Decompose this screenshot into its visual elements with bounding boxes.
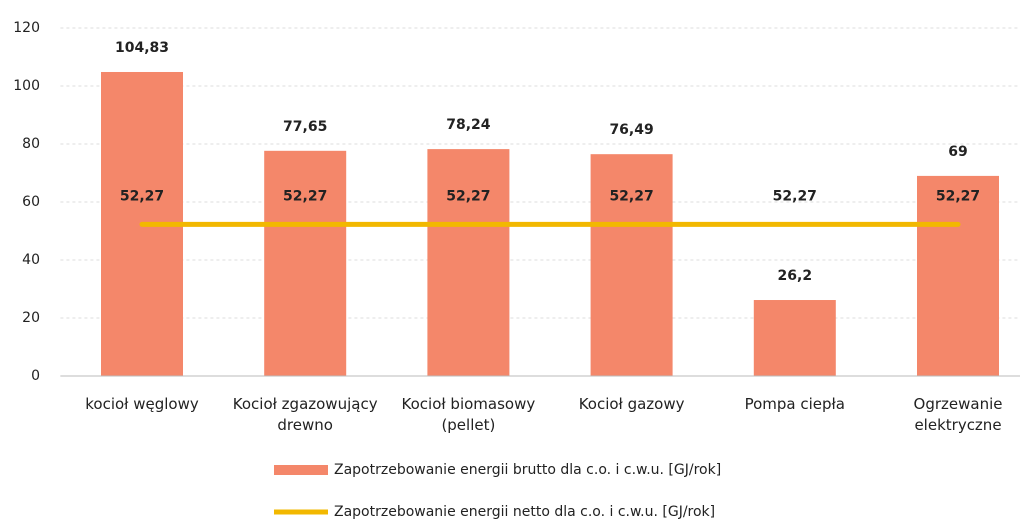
bar — [427, 149, 510, 376]
bar — [917, 175, 999, 376]
data-label: 52,27 — [936, 188, 980, 204]
data-label: 52,27 — [446, 188, 490, 204]
data-label: 26,2 — [778, 268, 813, 284]
y-tick-label: 100 — [13, 78, 40, 94]
data-label: 52,27 — [283, 188, 327, 204]
y-tick-label: 20 — [22, 310, 40, 326]
data-label: 69 — [948, 144, 967, 160]
bar — [753, 300, 836, 376]
data-label: 78,24 — [446, 117, 491, 133]
data-label: 52,27 — [609, 188, 653, 204]
legend-label: Zapotrzebowanie energii brutto dla c.o. … — [334, 462, 721, 478]
data-label: 52,27 — [120, 188, 164, 204]
x-tick-label: Kocioł biomasowy (pellet) — [401, 395, 536, 434]
x-tick-label: Kocioł zgazowujący drewno — [232, 395, 378, 434]
bar — [264, 150, 347, 376]
x-tick-label: Kocioł gazowy — [578, 395, 685, 413]
x-tick-label: Pompa ciepła — [744, 395, 845, 413]
legend-swatch — [274, 465, 328, 475]
y-tick-label: 60 — [22, 194, 40, 210]
data-label: 77,65 — [283, 119, 327, 135]
y-tick-label: 0 — [31, 368, 40, 384]
legend-label: Zapotrzebowanie energii netto dla c.o. i… — [334, 504, 715, 519]
x-tick-label: Ogrzewanie elektryczne — [913, 395, 1003, 434]
data-label: 76,49 — [609, 122, 653, 138]
y-tick-label: 40 — [22, 252, 40, 268]
y-tick-label: 120 — [13, 20, 40, 36]
data-label: 52,27 — [773, 188, 817, 204]
y-tick-label: 80 — [22, 136, 40, 152]
bar — [590, 154, 673, 376]
x-tick-label: kocioł węglowy — [85, 395, 199, 413]
data-label: 104,83 — [115, 40, 169, 56]
